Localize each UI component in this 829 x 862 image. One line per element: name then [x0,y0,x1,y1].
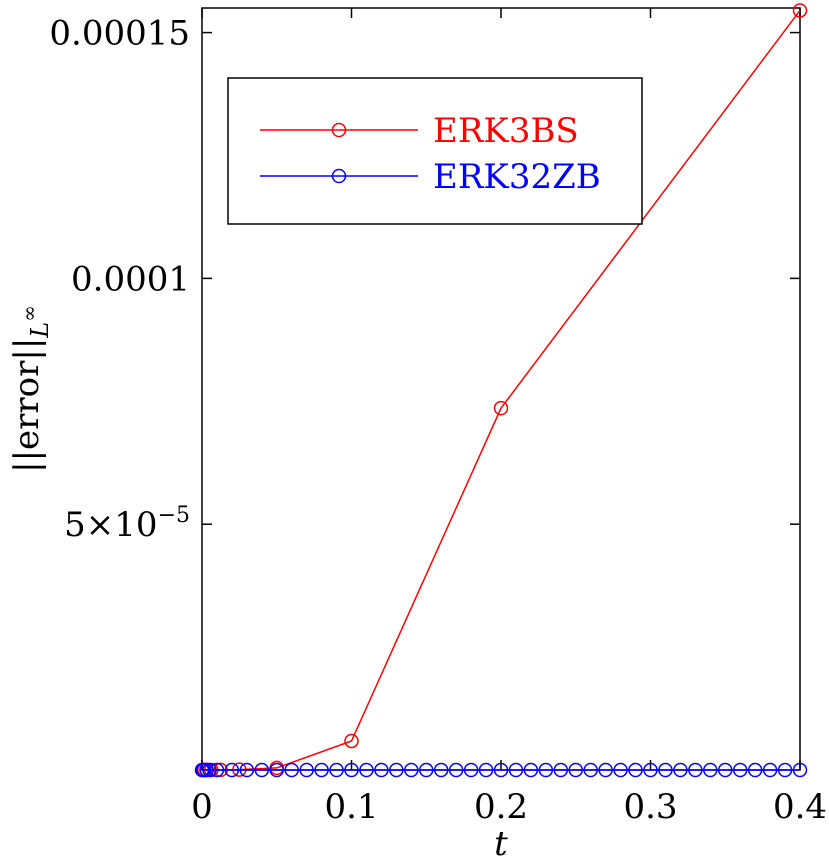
data-point-erk32zb [344,762,359,778]
svg-text:||error||L∞: ||error||L∞ [7,305,54,473]
data-point-erk3bs [792,3,808,18]
data-point-erk32zb [329,762,344,778]
legend-label-erk3bs: ERK3BS [433,111,579,151]
data-point-erk32zb [718,762,733,778]
x-tick-label: 0.1 [324,787,378,827]
legend: ERK3BS ERK32ZB [227,77,643,225]
data-point-erk32zb [613,762,628,778]
y-tick-label: 0.00015 [49,14,190,54]
legend-label-erk32zb: ERK32ZB [433,157,601,197]
data-point-erk32zb [209,762,225,778]
data-point-erk32zb [553,762,569,778]
x-tick-label: 0.4 [773,787,827,827]
data-point-erk32zb [404,762,419,778]
x-tick-label: 0 [191,787,213,827]
data-point-erk32zb [762,762,778,778]
data-point-erk32zb [628,762,643,778]
data-point-erk32zb [777,762,793,778]
y-tick-label-exponent: −5 [158,503,190,528]
data-point-erk32zb [359,762,374,778]
data-point-erk32zb [688,762,703,778]
x-tick-label: 0.3 [623,787,677,827]
legend-box [227,77,643,225]
data-point-erk32zb [493,762,509,778]
series-layer [194,3,808,778]
data-point-erk32zb [389,762,404,778]
data-point-erk32zb [202,762,217,778]
legend-marker-erk3bs [331,122,347,138]
data-point-erk32zb [538,762,554,778]
data-point-erk32zb [224,762,240,778]
x-axis-label: t [494,824,508,862]
ticks: 0 0.1 0.2 0.3 0.4 5×10−5 0.0001 0.00015 [49,8,827,827]
data-point-erk32zb [448,762,464,778]
data-point-erk32zb [254,762,270,778]
data-point-erk32zb [643,762,658,778]
data-point-erk32zb [732,762,748,778]
data-point-erk32zb [658,762,673,778]
data-point-erk32zb [598,762,613,778]
data-point-erk32zb [269,762,284,778]
y-axis-label-subscript: L [26,322,54,339]
data-point-erk32zb [673,762,688,778]
data-point-erk32zb [299,762,314,778]
data-point-erk32zb [568,762,583,778]
data-point-erk32zb [703,762,718,778]
data-point-erk32zb [792,762,808,778]
data-point-erk32zb [463,762,479,778]
legend-marker-erk32zb [331,168,347,184]
data-point-erk32zb [433,762,449,778]
data-point-erk32zb [523,762,539,778]
data-point-erk32zb [747,762,763,778]
series-erk32zb [194,762,808,778]
data-point-erk32zb [239,762,255,778]
y-axis-label: ||error|| [7,338,47,473]
data-point-erk32zb [314,762,329,778]
data-point-erk3bs [344,733,359,749]
y-axis-label-superscript: ∞ [17,305,41,322]
data-point-erk32zb [508,762,524,778]
data-point-erk32zb [419,762,434,778]
data-point-erk32zb [583,762,598,778]
y-axis-label-group: ||error||L∞ [7,305,54,473]
data-point-erk32zb [284,762,299,778]
x-tick-label: 0.2 [474,787,528,827]
data-point-erk32zb [478,762,494,778]
y-tick-label: 0.0001 [71,259,190,299]
data-point-erk32zb [374,762,389,778]
y-tick-label: 5×10−5 [64,503,190,545]
data-point-erk3bs [493,400,509,416]
